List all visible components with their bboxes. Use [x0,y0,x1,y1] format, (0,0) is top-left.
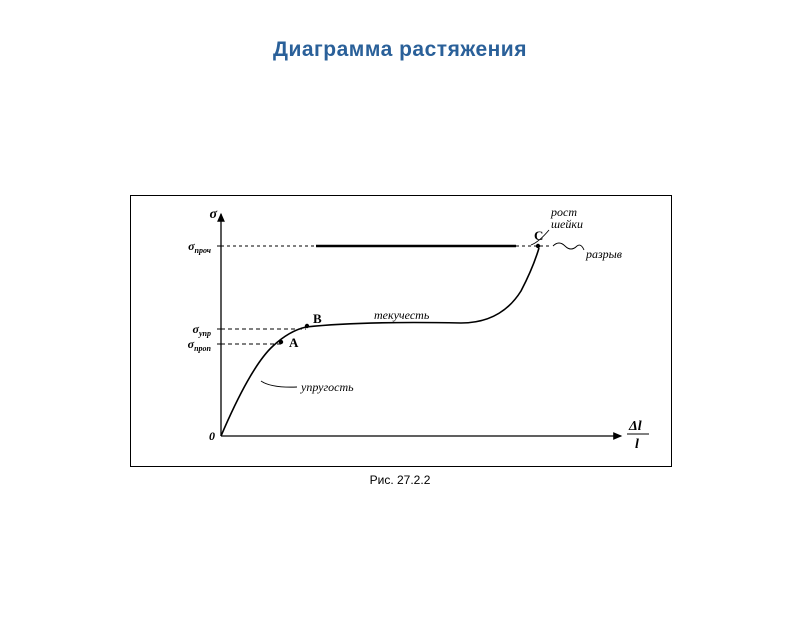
page-title: Диаграмма растяжения [0,38,800,62]
point-B [305,324,309,328]
point-label-A: A [289,335,299,350]
leader-elastic [261,381,297,387]
leader-rupture [553,243,584,250]
point-C [536,244,540,248]
plot-svg: 0σΔllσпрочσупрσпропABCупругостьтекучесть… [131,196,671,466]
x-axis-label-bottom: l [635,437,639,452]
x-axis-label-top: Δl [628,419,642,434]
y-tick-label: σупр [193,322,211,338]
label-yield: текучесть [374,308,430,322]
label-neck-2: шейки [551,217,583,231]
y-tick-label: σпроч [188,239,211,255]
origin-label: 0 [209,429,215,443]
figure-caption: Рис. 27.2.2 [130,473,670,487]
label-rupture: разрыв [585,247,622,261]
point-A [279,340,283,344]
y-axis-label: σ [209,207,217,222]
figure: 0σΔllσпрочσупрσпропABCупругостьтекучесть… [130,195,670,487]
point-label-B: B [313,311,322,326]
y-tick-label: σпроп [188,337,212,353]
label-elastic: упругость [300,380,354,394]
stress-strain-curve [221,248,539,436]
plot-box: 0σΔllσпрочσупрσпропABCупругостьтекучесть… [130,195,672,467]
